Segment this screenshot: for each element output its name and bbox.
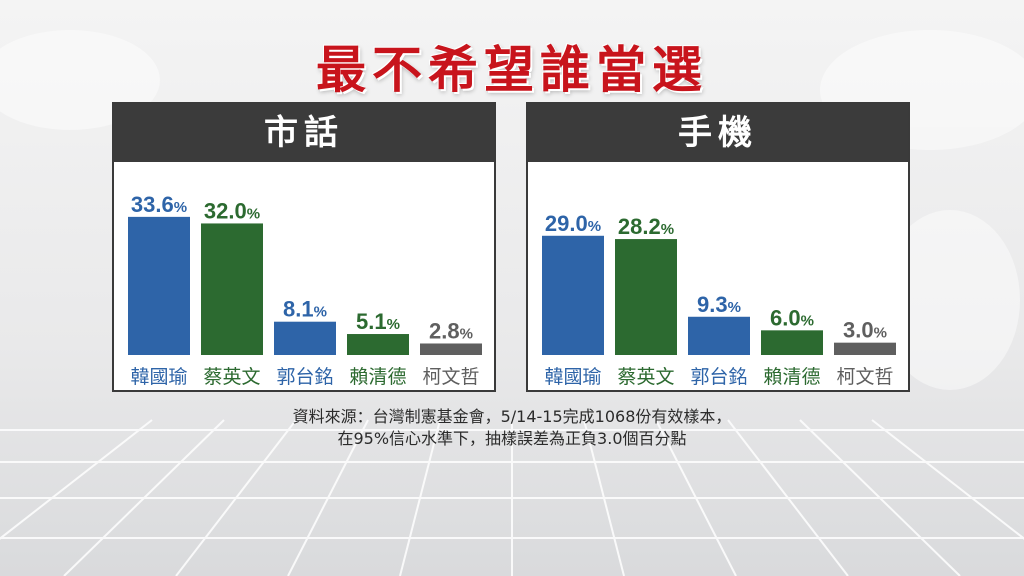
landline-value-label-1: 33.6%	[131, 192, 187, 217]
landline-bar-5	[420, 343, 482, 355]
landline-panel: 市話 33.6% 韓國瑜 32.0% 蔡英文 8.1% 郭台銘 5.1% 賴清德 2.8% 柯文哲	[112, 102, 496, 392]
landline-bar-3	[274, 321, 336, 355]
mobile-category-label-1: 韓國瑜	[544, 366, 601, 388]
mobile-category-label-3: 郭台銘	[690, 366, 747, 388]
landline-value-label-4: 5.1%	[356, 309, 400, 334]
mobile-category-label-4: 賴清德	[763, 366, 820, 388]
landline-bar-2	[201, 223, 263, 355]
landline-category-label-1: 韓國瑜	[130, 366, 187, 388]
mobile-value-label-3: 9.3%	[697, 292, 741, 317]
mobile-category-label-5: 柯文哲	[836, 366, 893, 388]
source-line-2: 在95%信心水準下，抽樣誤差為正負3.0個百分點	[337, 429, 687, 448]
landline-value-label-2: 32.0%	[204, 198, 260, 223]
landline-value-label-5: 2.8%	[429, 318, 473, 343]
source-note: 資料來源：台灣制憲基金會，5/14-15完成1068份有效樣本， 在95%信心水…	[0, 406, 1024, 450]
landline-value-label-3: 8.1%	[283, 297, 327, 322]
mobile-panel-header: 手機	[528, 104, 908, 162]
landline-category-label-4: 賴清德	[349, 366, 406, 388]
mobile-value-label-1: 29.0%	[545, 211, 601, 236]
mobile-value-label-4: 6.0%	[770, 305, 814, 330]
main-title: 最不希望誰當選	[316, 41, 708, 99]
mobile-bar-5	[834, 342, 896, 355]
mobile-value-label-5: 3.0%	[843, 318, 887, 343]
mobile-bar-4	[761, 330, 823, 355]
source-line-1: 資料來源：台灣制憲基金會，5/14-15完成1068份有效樣本，	[292, 407, 732, 426]
mobile-panel: 手機 29.0% 韓國瑜 28.2% 蔡英文 9.3% 郭台銘 6.0% 賴清德 3.0% 柯文哲	[526, 102, 910, 392]
mobile-bar-chart: 29.0% 韓國瑜 28.2% 蔡英文 9.3% 郭台銘 6.0% 賴清德 3.0% 柯文哲	[542, 211, 896, 388]
landline-panel-header: 市話	[114, 104, 494, 162]
landline-category-label-2: 蔡英文	[203, 366, 260, 388]
mobile-value-label-2: 28.2%	[618, 214, 674, 239]
landline-category-label-5: 柯文哲	[422, 366, 479, 388]
landline-bar-1	[128, 216, 190, 355]
mobile-bar-2	[615, 239, 677, 355]
mobile-category-label-2: 蔡英文	[617, 366, 674, 388]
landline-bar-4	[347, 334, 409, 355]
landline-category-label-3: 郭台銘	[276, 366, 333, 388]
landline-bar-chart: 33.6% 韓國瑜 32.0% 蔡英文 8.1% 郭台銘 5.1% 賴清德 2.8% 柯文哲	[128, 192, 482, 388]
mobile-bar-1	[542, 235, 604, 355]
mobile-bar-3	[688, 316, 750, 355]
